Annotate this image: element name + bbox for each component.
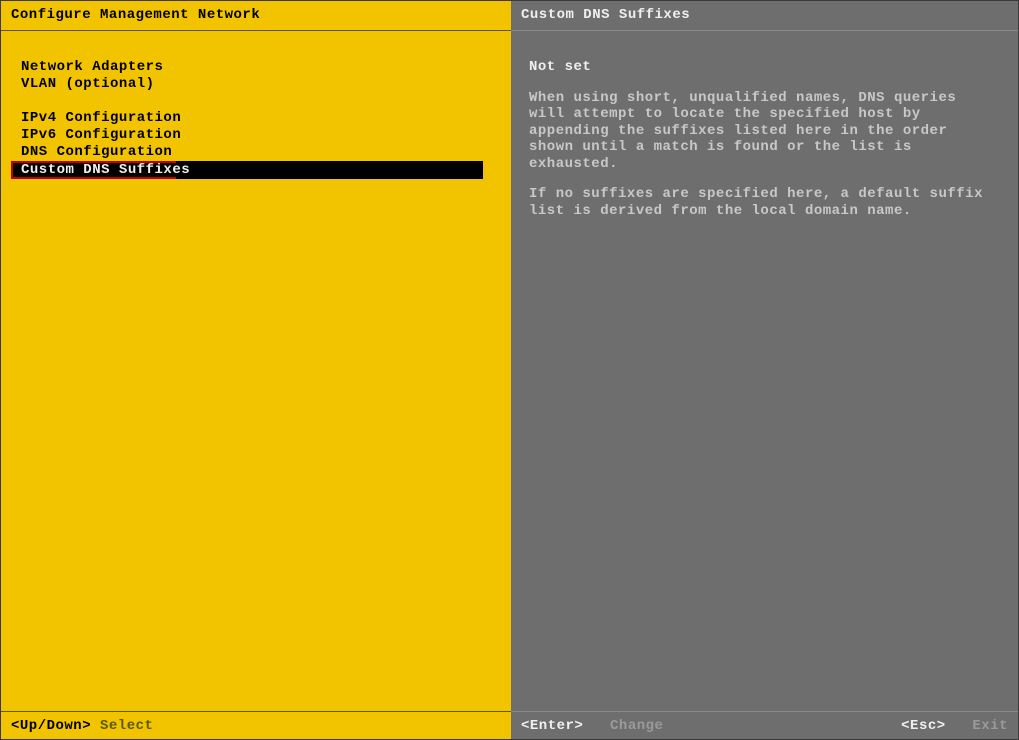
right-panel-title-bar: Custom DNS Suffixes [511,1,1018,31]
menu-item-ipv4[interactable]: IPv4 Configuration [11,110,501,127]
menu-gap [11,93,501,110]
help-paragraph-1: When using short, unqualified names, DNS… [529,90,1000,173]
menu-item-custom-dns-suffixes[interactable]: Custom DNS Suffixes [11,161,483,179]
right-panel-body: Not set When using short, unqualified na… [511,31,1018,711]
esc-action-label: Exit [972,718,1008,734]
help-paragraph-2: If no suffixes are specified here, a def… [529,186,1000,219]
left-panel: Configure Management Network Network Ada… [1,1,511,739]
right-footer: <Enter> Change <Esc> Exit [511,711,1018,739]
updown-key-hint: <Up/Down> [11,718,91,734]
footer-left-group: <Enter> Change [521,718,663,734]
left-panel-title: Configure Management Network [11,7,260,23]
enter-key-hint: <Enter> [521,718,583,734]
dcui-screen: Configure Management Network Network Ada… [0,0,1019,740]
left-panel-title-bar: Configure Management Network [1,1,511,31]
menu-item-dns-config[interactable]: DNS Configuration [11,144,501,161]
esc-key-hint: <Esc> [901,718,946,734]
menu-list: Network Adapters VLAN (optional) IPv4 Co… [1,31,511,711]
right-panel: Custom DNS Suffixes Not set When using s… [511,1,1018,739]
right-panel-title: Custom DNS Suffixes [521,7,690,23]
status-text: Not set [529,59,1000,76]
enter-action-label: Change [610,718,663,734]
menu-item-vlan[interactable]: VLAN (optional) [11,76,501,93]
left-footer: <Up/Down> Select [1,711,511,739]
menu-item-ipv6[interactable]: IPv6 Configuration [11,127,501,144]
updown-action-label: Select [100,718,153,734]
menu-item-network-adapters[interactable]: Network Adapters [11,59,501,76]
footer-right-group: <Esc> Exit [901,718,1008,734]
